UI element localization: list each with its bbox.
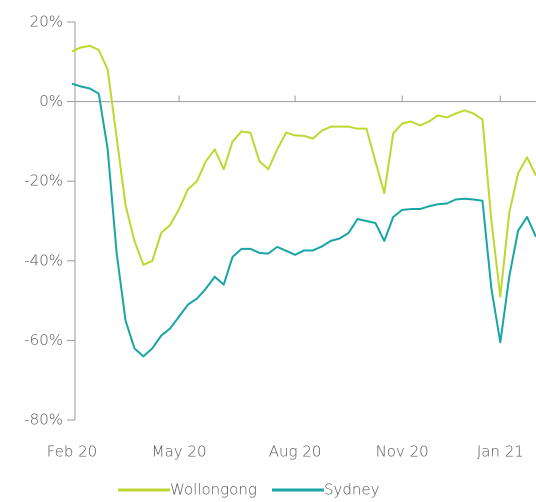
- legend-label: Wollongong: [170, 481, 257, 499]
- x-tick-label: May 20: [152, 443, 207, 461]
- y-tick-label: -20%: [24, 172, 63, 190]
- y-tick-label: -60%: [24, 331, 63, 349]
- x-tick-label: Feb 20: [47, 443, 97, 461]
- x-tick-label: Jan 21: [477, 443, 524, 461]
- y-tick-label: 20%: [30, 13, 63, 31]
- x-tick-label: Aug 20: [269, 443, 322, 461]
- x-tick-label: Nov 20: [376, 443, 429, 461]
- legend-label: Sydney: [324, 481, 380, 499]
- series-line: [71, 82, 536, 358]
- y-tick-label: 0%: [39, 92, 63, 110]
- y-tick-label: -80%: [24, 411, 63, 429]
- y-tick-label: -40%: [24, 251, 63, 269]
- series-line: [71, 44, 536, 298]
